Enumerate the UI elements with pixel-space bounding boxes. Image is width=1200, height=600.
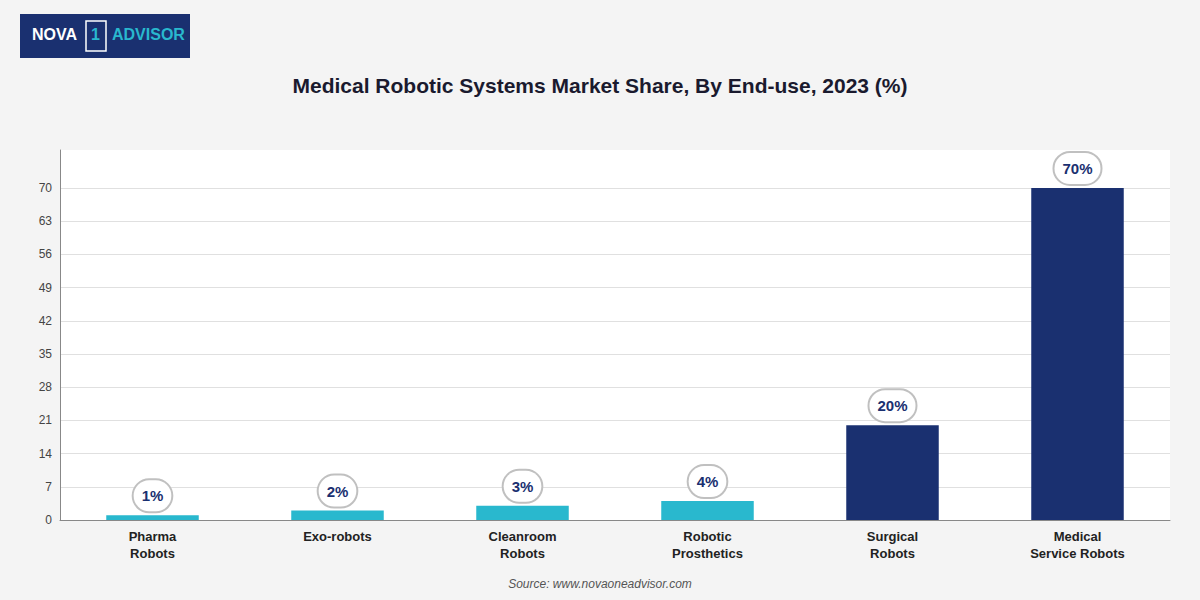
svg-text:2%: 2% [327,483,349,500]
svg-text:Service Robots: Service Robots [1030,546,1125,561]
svg-text:ADVISOR: ADVISOR [112,26,185,43]
svg-text:63: 63 [39,214,53,228]
svg-text:1: 1 [91,26,100,43]
svg-text:42: 42 [39,314,53,328]
svg-text:35: 35 [39,347,53,361]
svg-text:Robots: Robots [130,546,175,561]
svg-text:Prosthetics: Prosthetics [672,546,743,561]
svg-text:70%: 70% [1062,160,1092,177]
svg-text:Source: www.novaoneadvisor.com: Source: www.novaoneadvisor.com [508,577,692,591]
svg-text:21: 21 [39,413,53,427]
svg-text:Surgical: Surgical [867,529,918,544]
svg-text:Robots: Robots [500,546,545,561]
svg-text:70: 70 [39,181,53,195]
svg-text:1%: 1% [142,487,164,504]
svg-text:Robots: Robots [870,546,915,561]
svg-text:Exo-robots: Exo-robots [303,529,372,544]
svg-text:Robotic: Robotic [683,529,731,544]
svg-text:0: 0 [45,513,52,527]
svg-text:56: 56 [39,247,53,261]
svg-text:Pharma: Pharma [129,529,177,544]
svg-text:4%: 4% [697,473,719,490]
svg-text:3%: 3% [512,478,534,495]
svg-text:Medical Robotic Systems Market: Medical Robotic Systems Market Share, By… [292,74,907,97]
svg-text:NOVA: NOVA [32,26,77,43]
svg-text:49: 49 [39,281,53,295]
svg-text:20%: 20% [877,397,907,414]
svg-text:Medical: Medical [1054,529,1102,544]
svg-text:Cleanroom: Cleanroom [489,529,557,544]
svg-text:14: 14 [39,447,53,461]
svg-text:7: 7 [45,480,52,494]
svg-text:28: 28 [39,380,53,394]
